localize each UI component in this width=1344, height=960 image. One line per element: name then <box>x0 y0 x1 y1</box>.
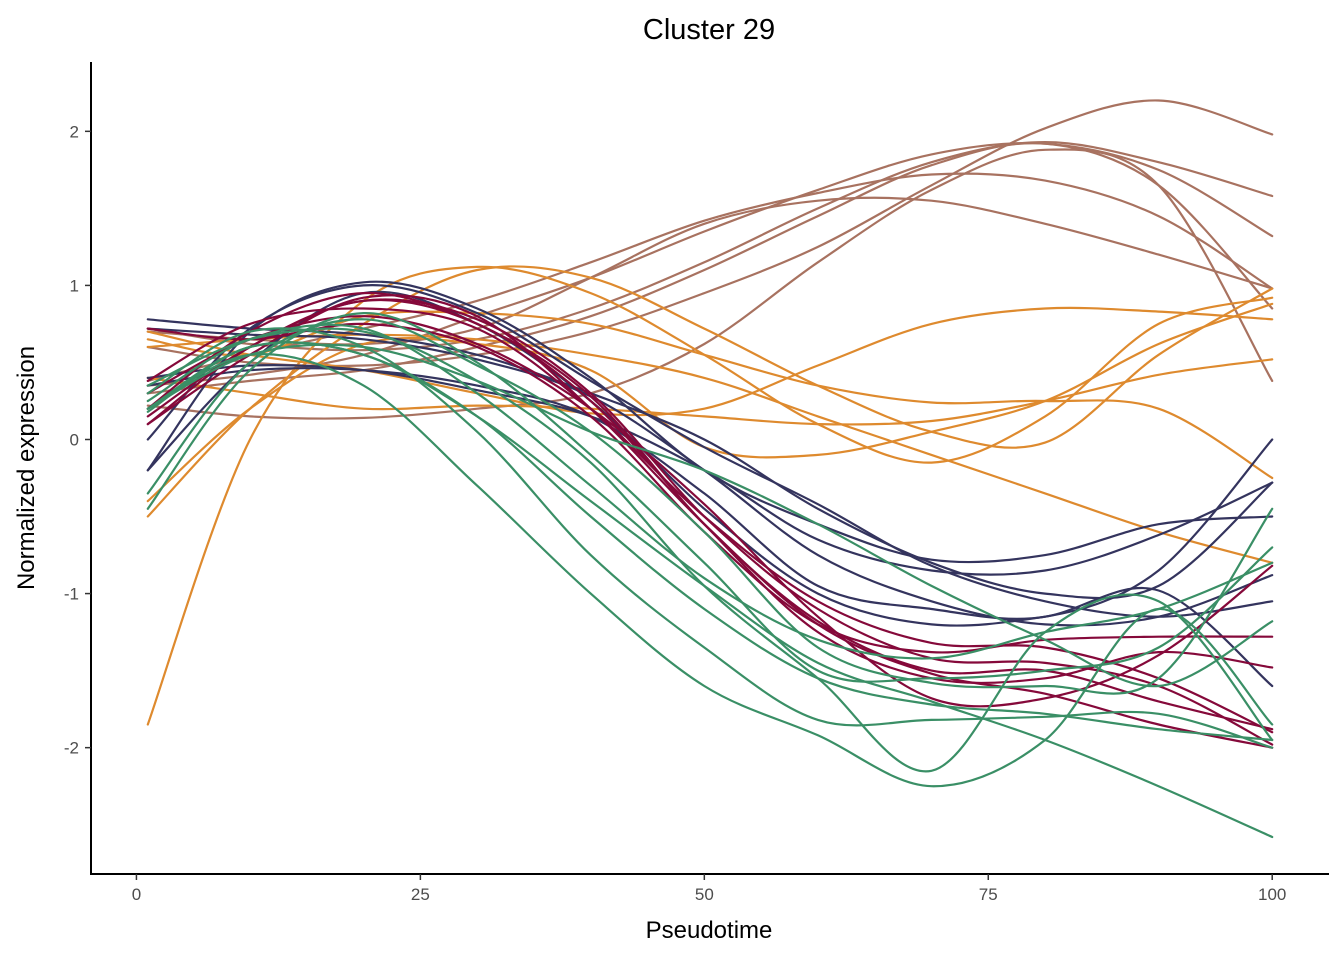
x-tick-label: 75 <box>979 885 998 904</box>
series-line-green-29 <box>146 318 1274 695</box>
series-line-brown-4 <box>146 141 1274 352</box>
series-line-green-31 <box>146 343 1274 688</box>
series-line-orange-13 <box>146 306 1274 417</box>
x-tick-label: 50 <box>695 885 714 904</box>
y-tick-label: -2 <box>64 739 79 758</box>
series-line-crimson-28 <box>146 294 1274 749</box>
chart-title: Cluster 29 <box>643 14 775 46</box>
y-tick-label: 2 <box>70 122 79 141</box>
x-axis-ticks: 0 25 50 75 100 <box>132 874 1286 904</box>
series-line-navy-18 <box>146 364 1274 576</box>
series-line-green-36 <box>146 327 1274 773</box>
series-line-orange-12 <box>146 358 1274 426</box>
series-line-brown-6 <box>146 148 1274 420</box>
y-axis-title: Normalized expression <box>13 346 40 590</box>
y-axis-ticks: -2 -1 0 1 2 <box>64 122 91 758</box>
y-tick-label: -1 <box>64 585 79 604</box>
plot-lines <box>146 99 1274 839</box>
y-tick-label: 1 <box>70 276 79 295</box>
series-line-navy-16 <box>146 284 1274 618</box>
series-line-orange-9 <box>146 265 1274 518</box>
x-axis-title: Pseudotime <box>646 917 773 944</box>
series-line-navy-17 <box>146 318 1274 600</box>
series-line-green-37 <box>146 341 1274 839</box>
series-line-crimson-27 <box>146 315 1274 708</box>
x-tick-label: 0 <box>132 885 141 904</box>
series-line-crimson-24 <box>146 307 1274 734</box>
y-tick-label: 0 <box>70 430 79 449</box>
series-line-navy-21 <box>146 367 1274 620</box>
x-tick-label: 100 <box>1258 885 1286 904</box>
series-line-green-32 <box>146 323 1274 660</box>
series-line-navy-20 <box>146 290 1274 688</box>
x-tick-label: 25 <box>411 885 430 904</box>
series-line-green-35 <box>146 353 1274 788</box>
series-line-brown-3 <box>146 141 1274 387</box>
